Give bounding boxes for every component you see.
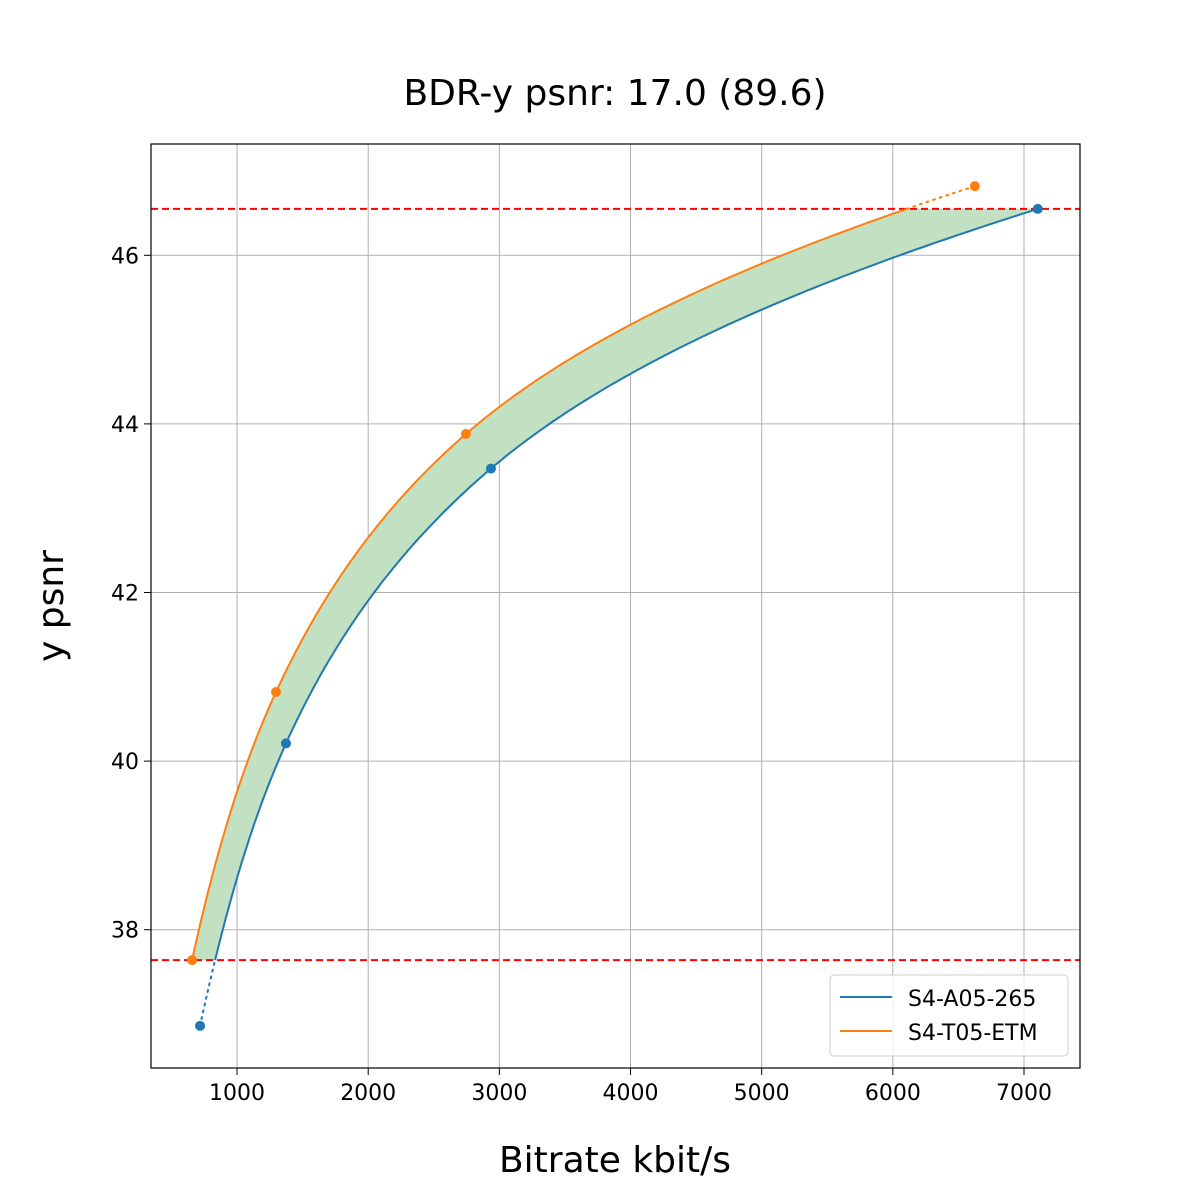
data-point [195,1020,206,1031]
y-tick-label: 38 [111,919,139,944]
y-tick-label: 46 [111,244,139,269]
series-line [214,207,1039,961]
x-tick-label: 2000 [340,1081,396,1106]
x-tick-label: 5000 [734,1081,790,1106]
x-tick-label: 4000 [603,1081,659,1106]
data-point [969,181,980,192]
y-axis-label: y psnr [31,550,72,662]
reference-lines [151,207,1080,962]
legend-box [829,974,1069,1057]
y-tick-label: 44 [111,413,139,438]
data-point [280,738,291,749]
series-line [191,207,908,961]
x-tick-label: 6000 [865,1081,921,1106]
series-line-extrapolated [199,959,217,1027]
x-tick-label: 3000 [471,1081,527,1106]
plot-frame [150,143,1081,1069]
x-tick-label: 1000 [209,1081,265,1106]
ticks: 1000 2000 3000 4000 5000 6000 7000 38 40 42 44 46 [111,244,1052,1106]
legend-label-0: S4-A05-265 [908,987,1036,1012]
y-tick-label: 42 [111,582,139,607]
chart-title: BDR-y psnr: 17.0 (89.6) [403,73,826,114]
data-point [485,463,496,474]
legend: S4-A05-265 S4-T05-ETM [829,974,1069,1057]
series-line-extrapolated [905,185,976,210]
data-point [1032,203,1043,214]
y-tick-label: 40 [111,750,139,775]
fill-between-area [192,208,1038,961]
data-point [460,429,471,440]
data-point [270,686,281,697]
legend-label-1: S4-T05-ETM [908,1021,1038,1046]
data-point [187,955,198,966]
grid [151,144,1080,1068]
fill-between [192,208,1038,961]
x-axis-label: Bitrate kbit/s [499,1140,731,1181]
x-tick-label: 7000 [996,1081,1052,1106]
series-lines [187,181,1043,1031]
